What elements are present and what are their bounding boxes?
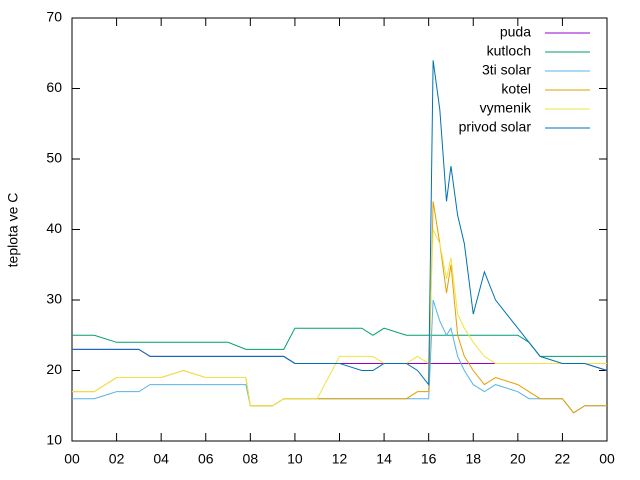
x-tick-label: 06 [198, 451, 214, 467]
legend-label: puda [500, 24, 531, 40]
series-line [72, 327, 607, 357]
x-tick-label: 02 [109, 451, 125, 467]
x-tick-label: 14 [376, 451, 392, 467]
x-tick-label: 10 [287, 451, 303, 467]
series-line [72, 229, 607, 407]
legend-label: kotel [501, 81, 531, 97]
y-tick-label: 10 [46, 432, 62, 448]
y-tick-label: 70 [46, 9, 62, 25]
x-tick-label: 00 [64, 451, 80, 467]
x-tick-label: 00 [599, 451, 615, 467]
series-line [72, 348, 608, 371]
x-tick-label: 04 [153, 451, 169, 467]
legend-label: 3ti solar [482, 62, 531, 78]
x-tick-label: 12 [332, 451, 348, 467]
y-tick-label: 40 [46, 220, 62, 236]
legend-label: kutloch [487, 43, 531, 59]
y-tick-label: 20 [46, 361, 62, 377]
y-tick-label: 50 [46, 150, 62, 166]
series-line [72, 60, 608, 387]
y-axis-label: teplota ve C [5, 193, 21, 268]
x-tick-label: 20 [510, 451, 526, 467]
y-tick-label: 60 [46, 79, 62, 95]
x-tick-label: 18 [465, 451, 481, 467]
legend-label: privod solar [459, 119, 532, 135]
legend-label: vymenik [480, 100, 532, 116]
y-tick-label: 30 [46, 291, 62, 307]
x-tick-label: 22 [555, 451, 571, 467]
x-tick-label: 16 [421, 451, 437, 467]
series-line [72, 201, 607, 414]
x-tick-label: 08 [243, 451, 259, 467]
